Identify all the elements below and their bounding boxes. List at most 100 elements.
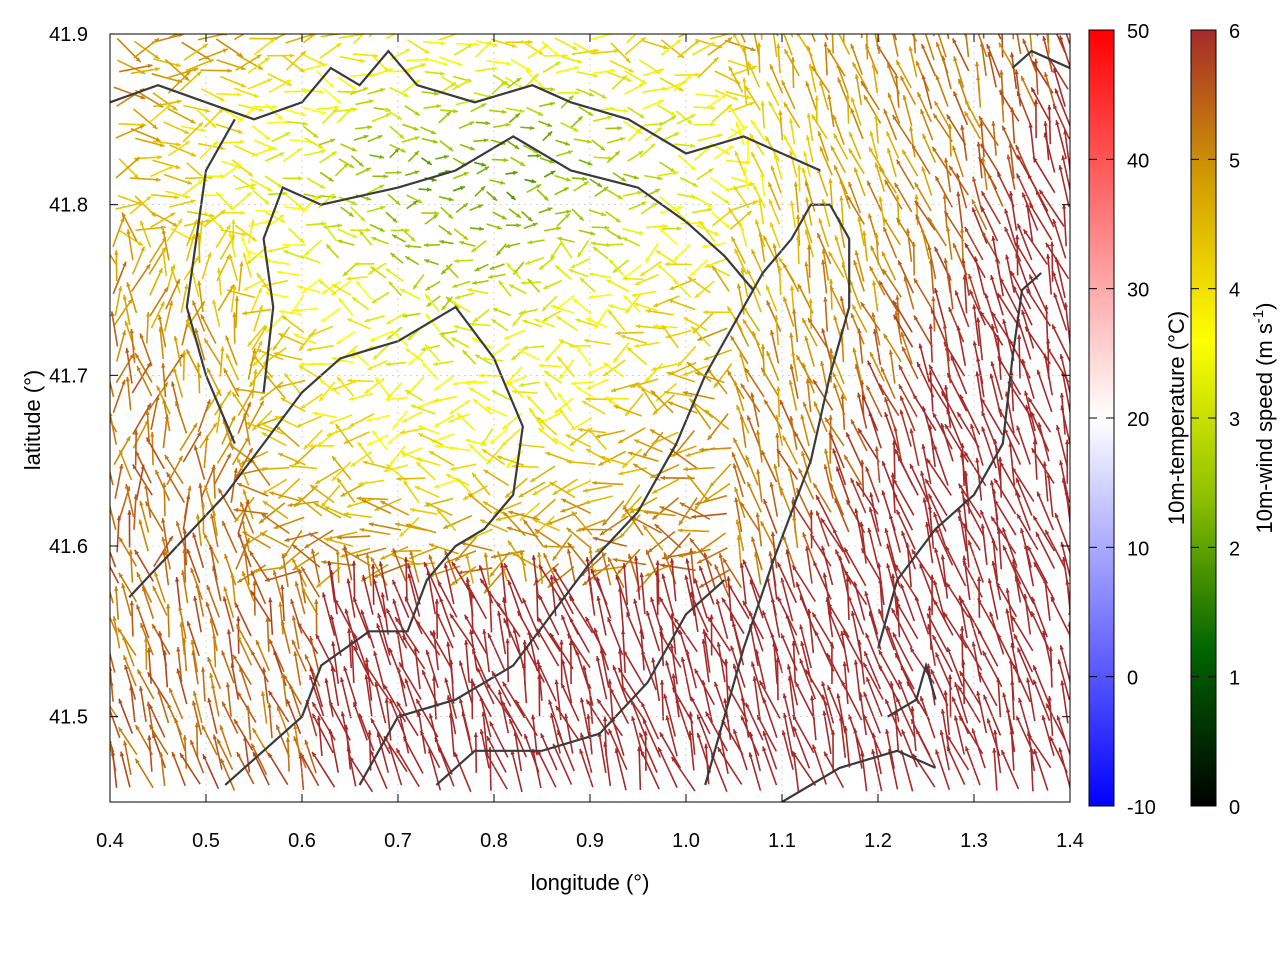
wind-arrow <box>186 548 201 584</box>
wind-arrow <box>236 691 257 723</box>
wind-arrow <box>191 300 206 332</box>
wind-arrow <box>338 158 355 169</box>
wind-arrow <box>1035 189 1055 228</box>
wind-arrow <box>811 114 828 140</box>
wind-arrow <box>940 554 949 599</box>
wind-arrow <box>246 250 270 260</box>
wind-arrow <box>265 617 270 652</box>
wind-arrow <box>575 318 596 327</box>
wind-arrow <box>782 262 800 293</box>
wind-arrow <box>219 724 232 758</box>
wind-arrow <box>498 280 512 297</box>
wind-arrow <box>697 56 719 79</box>
wind-arrow <box>554 186 570 196</box>
wind-arrow <box>449 399 471 415</box>
wind-arrow <box>408 546 439 560</box>
wind-arrow <box>765 81 780 107</box>
wind-arrow <box>989 611 1005 655</box>
wind-arrow <box>909 428 920 467</box>
wind-arrow <box>640 386 659 412</box>
wind-arrow <box>536 628 560 667</box>
wind-arrow <box>238 261 244 292</box>
wind-arrow <box>1059 392 1066 435</box>
wind-arrow <box>975 457 983 501</box>
wind-arrow <box>379 500 410 516</box>
wind-arrow <box>566 459 596 465</box>
wind-arrow <box>233 34 246 41</box>
wind-arrow <box>306 344 334 352</box>
wind-arrow <box>587 363 609 376</box>
wind-arrow <box>390 329 409 347</box>
wind-arrow <box>110 253 118 265</box>
wind-arrow <box>850 312 865 345</box>
wind-arrow <box>897 260 915 294</box>
wind-arrow <box>667 298 696 311</box>
wind-arrow <box>991 538 999 582</box>
wind-arrow <box>835 466 851 504</box>
wind-arrow <box>145 437 165 470</box>
wind-arrow <box>812 744 827 785</box>
wind-arrow <box>589 272 612 279</box>
wind-arrow <box>283 372 302 396</box>
wind-arrow <box>162 650 169 688</box>
wind-arrow <box>1058 747 1070 791</box>
wind-arrow <box>932 113 953 143</box>
wind-arrow <box>215 38 244 58</box>
wind-arrow <box>350 155 365 168</box>
wind-arrow <box>1015 253 1031 294</box>
wind-arrow <box>554 264 572 280</box>
wind-arrow <box>391 234 406 243</box>
wind-arrow <box>693 105 716 110</box>
wind-arrow <box>959 394 981 435</box>
wind-arrow <box>866 180 883 212</box>
wind-arrow <box>560 683 580 722</box>
wind-arrow <box>933 100 951 130</box>
wind-arrow <box>299 255 321 264</box>
colorbar-tick-label: 30 <box>1127 280 1149 302</box>
wind-arrow <box>484 750 508 790</box>
wind-arrow <box>555 66 580 74</box>
wind-arrow <box>275 425 300 448</box>
wind-arrow <box>814 95 819 125</box>
wind-arrow <box>129 195 152 215</box>
wind-arrow <box>132 402 152 435</box>
wind-arrow <box>161 228 170 261</box>
wind-arrow <box>896 217 915 247</box>
wind-arrow <box>549 241 563 260</box>
wind-arrow <box>433 479 458 489</box>
wind-arrow <box>675 110 693 125</box>
wind-arrow <box>693 122 716 127</box>
wind-arrow <box>316 70 335 89</box>
wind-arrow <box>1004 208 1017 247</box>
wind-arrow <box>404 255 420 266</box>
wind-arrow <box>220 163 242 179</box>
wind-arrow <box>622 190 643 197</box>
wind-arrow <box>664 390 693 397</box>
wind-arrow <box>112 379 126 414</box>
wind-arrow <box>822 710 832 755</box>
wind-arrow <box>159 752 166 787</box>
wind-arrow <box>770 165 782 194</box>
wind-arrow <box>364 315 385 323</box>
wind-arrow <box>204 211 224 230</box>
wind-arrow <box>182 179 204 196</box>
wind-arrow <box>432 395 458 404</box>
wind-arrow <box>740 383 761 413</box>
wind-arrow <box>118 486 131 520</box>
wind-arrow <box>340 206 355 218</box>
wind-arrow <box>369 265 387 279</box>
wind-arrow <box>285 34 314 44</box>
wind-arrow <box>589 88 607 100</box>
colorbar-tick-label: 50 <box>1127 21 1149 43</box>
wind-arrow <box>301 195 319 213</box>
wind-arrow <box>297 568 307 604</box>
wind-arrow <box>250 590 272 622</box>
wind-arrow <box>865 34 869 60</box>
wind-arrow <box>247 56 270 74</box>
wind-arrow <box>399 288 421 300</box>
wind-arrow <box>846 195 865 225</box>
wind-arrow <box>365 553 372 587</box>
wind-arrow <box>508 208 522 219</box>
wind-arrow <box>998 89 1020 122</box>
wind-arrow <box>1022 38 1038 73</box>
